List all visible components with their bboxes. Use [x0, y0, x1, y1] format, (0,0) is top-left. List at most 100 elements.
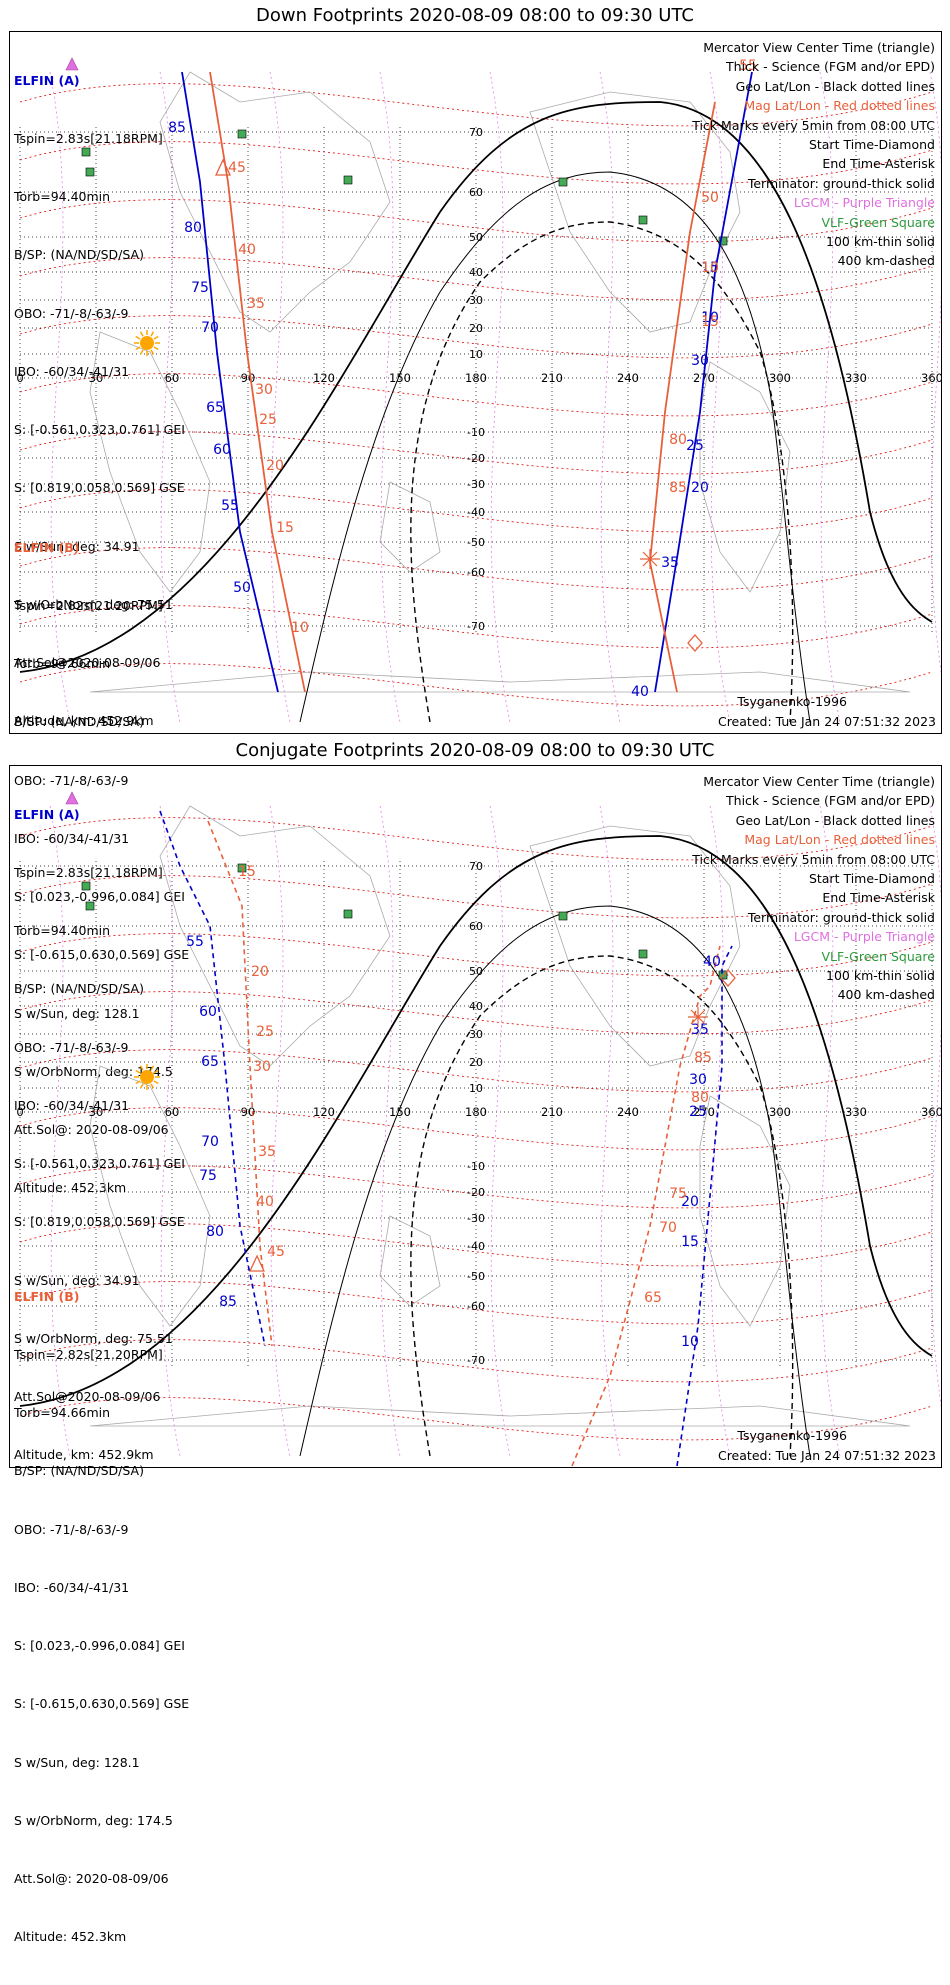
lat-tick-label: -20: [467, 1186, 485, 1199]
elfin-b-tick-label: 35: [258, 1144, 276, 1160]
elfin-b-tick-label: 65: [644, 1290, 662, 1306]
coastline: [159, 805, 391, 1067]
terminator-400km: [410, 221, 794, 723]
elfin-b-info: ELFIN (B) Tspin=2.82s[21.20RPM] Torb=94.…: [14, 499, 189, 1236]
vlf-station-square: [718, 236, 728, 246]
lon-tick-label: 240: [617, 371, 639, 385]
elfin-a-tick-label: 30: [689, 1072, 707, 1088]
vlf-station-square: [638, 949, 648, 959]
sun-ray: [135, 1069, 141, 1074]
lat-tick-label: -30: [467, 1212, 485, 1225]
lat-tick-label: -50: [467, 1270, 485, 1283]
elfin-b-bsp: B/SP: (NA/ND/SD/SA): [14, 1463, 144, 1479]
coastline: [699, 1095, 791, 1327]
elfin-a-tick-label: 15: [681, 1234, 699, 1250]
elfin-a-tick-label: 30: [691, 353, 709, 369]
lon-tick-label: 330: [845, 371, 867, 385]
terminator-ground: [19, 101, 933, 673]
terminator-400km: [410, 955, 794, 1457]
elfin-b-track: [649, 101, 716, 693]
legend-entry: Thick - Science (FGM and/or EPD): [726, 59, 935, 75]
elfin-b-tick-label: 30: [255, 382, 273, 398]
elfin-a-tick-label: 40: [631, 684, 649, 700]
elfin-b-attsol: Att.Sol@: 2020-08-09/06: [14, 1871, 169, 1886]
elfin-a-tick-label: 20: [681, 1194, 699, 1210]
elfin-b-header: ELFIN (B): [14, 1288, 80, 1304]
legend-entry: End Time-Asterisk: [822, 890, 935, 906]
lon-tick-label: 300: [769, 1105, 791, 1119]
legend-entry: Start Time-Diamond: [808, 137, 935, 153]
coastline: [699, 361, 791, 593]
legend-entry: Geo Lat/Lon - Black dotted lines: [735, 78, 935, 94]
mag-lon-gridline: [159, 805, 181, 1457]
coastline: [89, 1065, 211, 1327]
center-time-triangle: [214, 158, 232, 176]
legend-entry: 100 km-thin solid: [826, 234, 935, 250]
mag-lon-gridline: [819, 71, 841, 723]
lat-tick-label: 70: [469, 860, 483, 873]
elfin-a-tick-label: 20: [691, 480, 709, 496]
lat-tick-label: 50: [469, 965, 483, 978]
mag-lon-gridline: [929, 71, 941, 673]
coastline: [89, 671, 911, 693]
vlf-station-square: [81, 147, 91, 157]
model-label: Tsyganenko-1996: [737, 1428, 847, 1443]
lat-tick-label: 30: [469, 294, 483, 307]
sun-ray: [139, 331, 144, 337]
elfin-a-tick-label: 25: [686, 438, 704, 454]
sun-icon: [140, 336, 154, 350]
elfin-b-s-gei: S: [0.023,-0.996,0.084] GEI: [14, 1638, 185, 1654]
sun-ray: [135, 346, 141, 351]
elfin-a-tick-label: 70: [201, 320, 219, 336]
elfin-a-orbnorm-angle: S w/OrbNorm, deg: 75.51: [14, 596, 173, 612]
lat-tick-label: 10: [469, 348, 483, 361]
mag-lon-gridline: [159, 71, 181, 723]
elfin-b-tick-label: 50: [701, 190, 719, 206]
lat-tick-label: 50: [469, 231, 483, 244]
elfin-a-info: ELFIN (A) Tspin=2.83s[21.18RPM] Torb=94.…: [14, 766, 185, 1503]
coastline: [529, 91, 741, 333]
lon-tick-label: 120: [313, 371, 335, 385]
elfin-b-sun-angle: S w/Sun, deg: 128.1: [14, 1005, 140, 1021]
elfin-b-tick-label: 85: [694, 1050, 712, 1066]
sun-ray: [150, 1065, 155, 1071]
lat-tick-label: -70: [467, 620, 485, 633]
lon-tick-label: 30: [89, 371, 104, 385]
elfin-a-tspin: Tspin=2.83s[21.18RPM]: [14, 131, 163, 147]
lon-tick-label: 0: [16, 371, 23, 385]
mag-lon-gridline: [709, 71, 731, 723]
lat-tick-label: 30: [469, 1028, 483, 1041]
elfin-b-tick-label: 15: [238, 864, 256, 880]
mag-lon-gridline: [379, 805, 401, 1457]
elfin-b-tick-label: 25: [259, 412, 277, 428]
elfin-a-tick-label: 60: [213, 442, 231, 458]
footprint-panel-down: 0 30 60 90 120 150 180 210 240 270 300 330 360 70 60 50…: [9, 31, 942, 1195]
elfin-a-track: [181, 71, 279, 693]
footprint-panel-conjugate: 0 30 60 90 120 150 180 210 240 270 300 330 360 70 60 50…: [9, 765, 942, 1944]
elfin-a-tick-label: 35: [661, 555, 679, 571]
mag-lon-gridline: [269, 805, 291, 1457]
elfin-a-s-gse: S: [0.819,0.058,0.569] GSE: [14, 1214, 185, 1230]
vlf-station-square: [638, 215, 648, 225]
legend-entry: LGCM - Purple Triangle: [793, 929, 935, 945]
elfin-b-s-gei: S: [0.023,-0.996,0.084] GEI: [14, 889, 185, 905]
legend-entry: Terminator: ground-thick solid: [747, 909, 935, 925]
elfin-a-tick-label: 10: [681, 1334, 699, 1350]
elfin-b-tick-label: 40: [238, 242, 256, 258]
lon-tick-label: 180: [465, 1105, 487, 1119]
lon-tick-label: 0: [16, 1105, 23, 1119]
elfin-a-tick-label: 35: [691, 1022, 709, 1038]
elfin-a-info: ELFIN (A) Tspin=2.83s[21.18RPM] Torb=94.…: [14, 32, 185, 769]
lat-tick-label: -50: [467, 536, 485, 549]
start-time-diamond: [720, 969, 736, 987]
legend-entry: Mercator View Center Time (triangle): [703, 774, 935, 789]
sun-ray: [150, 1083, 155, 1089]
lon-tick-label: 90: [241, 1105, 256, 1119]
elfin-a-tspin: Tspin=2.83s[21.18RPM]: [14, 865, 163, 881]
elfin-b-tick-label: 15: [276, 520, 294, 536]
vlf-station-square: [85, 901, 95, 911]
lon-tick-label: 180: [465, 371, 487, 385]
elfin-b-ibo: IBO: -60/34/-41/31: [14, 830, 130, 846]
elfin-b-obo: OBO: -71/-8/-63/-9: [14, 1521, 129, 1537]
vlf-station-square: [85, 167, 95, 177]
